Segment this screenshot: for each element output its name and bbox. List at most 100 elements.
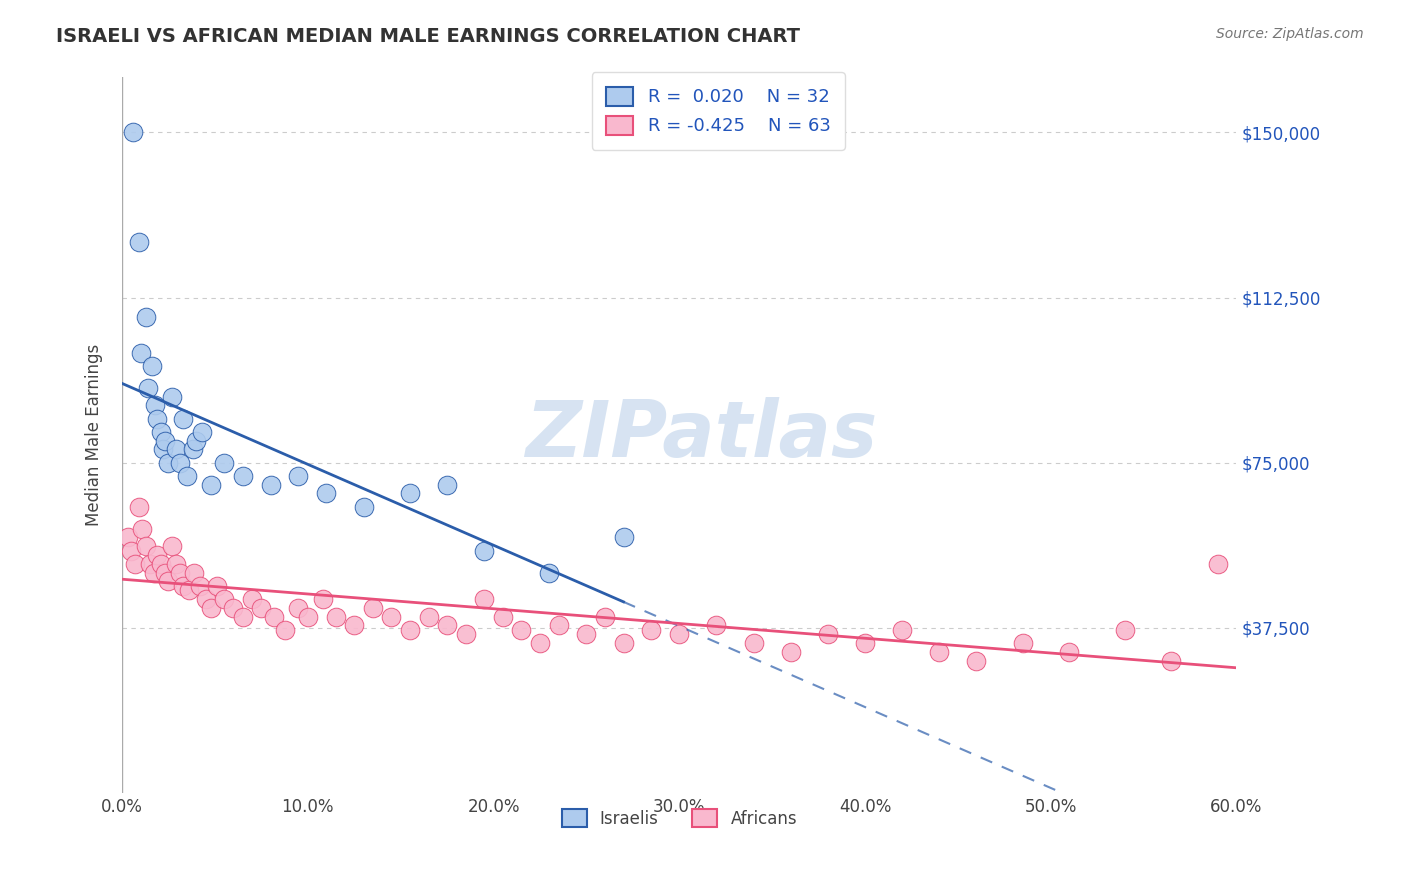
Point bbox=[122, 125, 145, 139]
Point bbox=[153, 434, 176, 448]
Point bbox=[194, 592, 217, 607]
Point bbox=[169, 456, 191, 470]
Point bbox=[139, 557, 162, 571]
Point bbox=[418, 609, 440, 624]
Point bbox=[492, 609, 515, 624]
Point bbox=[817, 627, 839, 641]
Point bbox=[399, 623, 422, 637]
Point bbox=[157, 574, 180, 589]
Point bbox=[612, 530, 634, 544]
Point bbox=[240, 592, 263, 607]
Point bbox=[361, 600, 384, 615]
Point bbox=[232, 609, 254, 624]
Point bbox=[128, 235, 150, 250]
Point bbox=[146, 411, 169, 425]
Point bbox=[472, 543, 495, 558]
Point bbox=[436, 477, 458, 491]
Point bbox=[181, 442, 204, 457]
Point bbox=[891, 623, 914, 637]
Point bbox=[152, 442, 174, 457]
Point bbox=[538, 566, 561, 580]
Point bbox=[128, 500, 150, 514]
Point bbox=[222, 600, 245, 615]
Point bbox=[120, 543, 142, 558]
Legend: Israelis, Africans: Israelis, Africans bbox=[555, 803, 804, 834]
Point bbox=[1160, 654, 1182, 668]
Point bbox=[172, 579, 194, 593]
Point bbox=[575, 627, 598, 641]
Point bbox=[129, 345, 152, 359]
Point bbox=[176, 468, 198, 483]
Point bbox=[153, 566, 176, 580]
Point bbox=[142, 566, 165, 580]
Point bbox=[297, 609, 319, 624]
Point bbox=[135, 539, 157, 553]
Point bbox=[165, 557, 187, 571]
Point bbox=[263, 609, 285, 624]
Point bbox=[640, 623, 662, 637]
Point bbox=[150, 425, 173, 439]
Point bbox=[965, 654, 987, 668]
Point bbox=[160, 539, 183, 553]
Point bbox=[1012, 636, 1035, 650]
Point bbox=[353, 500, 375, 514]
Point bbox=[274, 623, 297, 637]
Point bbox=[160, 390, 183, 404]
Point bbox=[325, 609, 347, 624]
Point bbox=[169, 566, 191, 580]
Point bbox=[380, 609, 402, 624]
Point bbox=[399, 486, 422, 500]
Point bbox=[547, 618, 569, 632]
Point bbox=[232, 468, 254, 483]
Y-axis label: Median Male Earnings: Median Male Earnings bbox=[86, 344, 103, 526]
Point bbox=[259, 477, 281, 491]
Point bbox=[454, 627, 477, 641]
Point bbox=[315, 486, 337, 500]
Point bbox=[124, 557, 146, 571]
Point bbox=[529, 636, 551, 650]
Text: Source: ZipAtlas.com: Source: ZipAtlas.com bbox=[1216, 27, 1364, 41]
Point bbox=[146, 548, 169, 562]
Point bbox=[928, 645, 950, 659]
Point bbox=[165, 442, 187, 457]
Point bbox=[191, 425, 214, 439]
Text: ISRAELI VS AFRICAN MEDIAN MALE EARNINGS CORRELATION CHART: ISRAELI VS AFRICAN MEDIAN MALE EARNINGS … bbox=[56, 27, 800, 45]
Point bbox=[742, 636, 765, 650]
Point bbox=[436, 618, 458, 632]
Point bbox=[668, 627, 690, 641]
Point bbox=[287, 468, 309, 483]
Point bbox=[131, 522, 153, 536]
Point bbox=[612, 636, 634, 650]
Point bbox=[145, 398, 167, 412]
Point bbox=[1059, 645, 1081, 659]
Point bbox=[779, 645, 801, 659]
Point bbox=[472, 592, 495, 607]
Point bbox=[205, 579, 228, 593]
Point bbox=[311, 592, 333, 607]
Point bbox=[200, 600, 222, 615]
Point bbox=[183, 566, 205, 580]
Point bbox=[157, 456, 180, 470]
Point bbox=[188, 579, 211, 593]
Point bbox=[287, 600, 309, 615]
Point bbox=[186, 434, 208, 448]
Point bbox=[706, 618, 728, 632]
Point bbox=[177, 583, 200, 598]
Point bbox=[135, 310, 157, 325]
Point bbox=[172, 411, 194, 425]
Point bbox=[1206, 557, 1229, 571]
Point bbox=[510, 623, 533, 637]
Point bbox=[250, 600, 273, 615]
Point bbox=[136, 381, 159, 395]
Point bbox=[212, 456, 235, 470]
Point bbox=[117, 530, 139, 544]
Point bbox=[150, 557, 173, 571]
Point bbox=[200, 477, 222, 491]
Point bbox=[212, 592, 235, 607]
Point bbox=[141, 359, 163, 373]
Text: ZIPatlas: ZIPatlas bbox=[526, 397, 877, 473]
Point bbox=[343, 618, 366, 632]
Point bbox=[593, 609, 616, 624]
Point bbox=[1114, 623, 1136, 637]
Point bbox=[853, 636, 876, 650]
